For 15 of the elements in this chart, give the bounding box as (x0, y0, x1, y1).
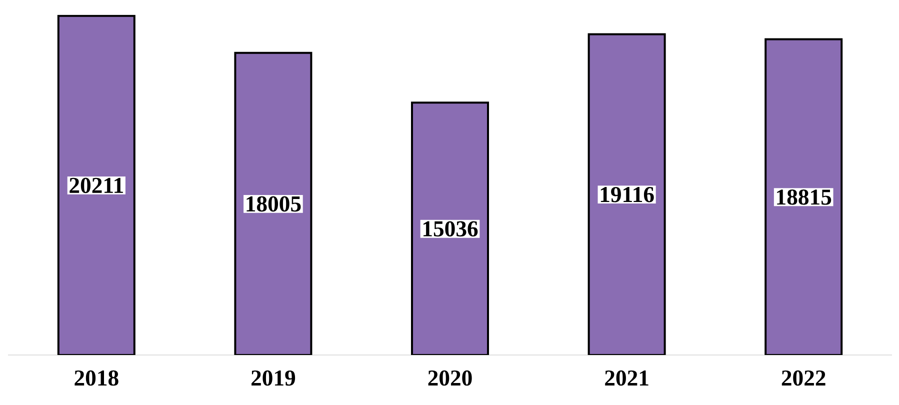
data-label: 18005 (246, 196, 301, 212)
x-tick-label: 2019 (252, 370, 296, 386)
data-label: 15036 (423, 221, 478, 236)
data-label: 18815 (777, 189, 832, 205)
data-label: 20211 (70, 178, 123, 194)
bar (234, 52, 312, 356)
x-tick-label: 2018 (74, 370, 118, 386)
bar (764, 38, 843, 356)
bar (57, 14, 136, 356)
bar (411, 102, 489, 356)
bar (588, 33, 666, 356)
x-tick-label: 2021 (605, 370, 648, 386)
x-tick-label: 2022 (782, 370, 826, 386)
x-tick-label: 2020 (428, 370, 472, 386)
data-label: 19116 (600, 186, 654, 202)
